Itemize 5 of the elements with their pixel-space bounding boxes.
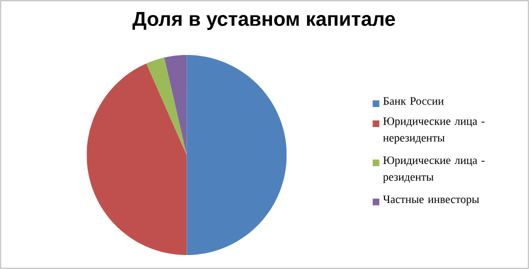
legend-label: Юридические лица - нерезиденты [383, 117, 485, 144]
legend-label: Банк России [383, 97, 444, 105]
chart-title: Доля в уставном капитале [132, 12, 395, 30]
legend-label: Частные инвесторы [383, 196, 480, 206]
legend-label: Юридические лица - резиденты [383, 156, 485, 184]
